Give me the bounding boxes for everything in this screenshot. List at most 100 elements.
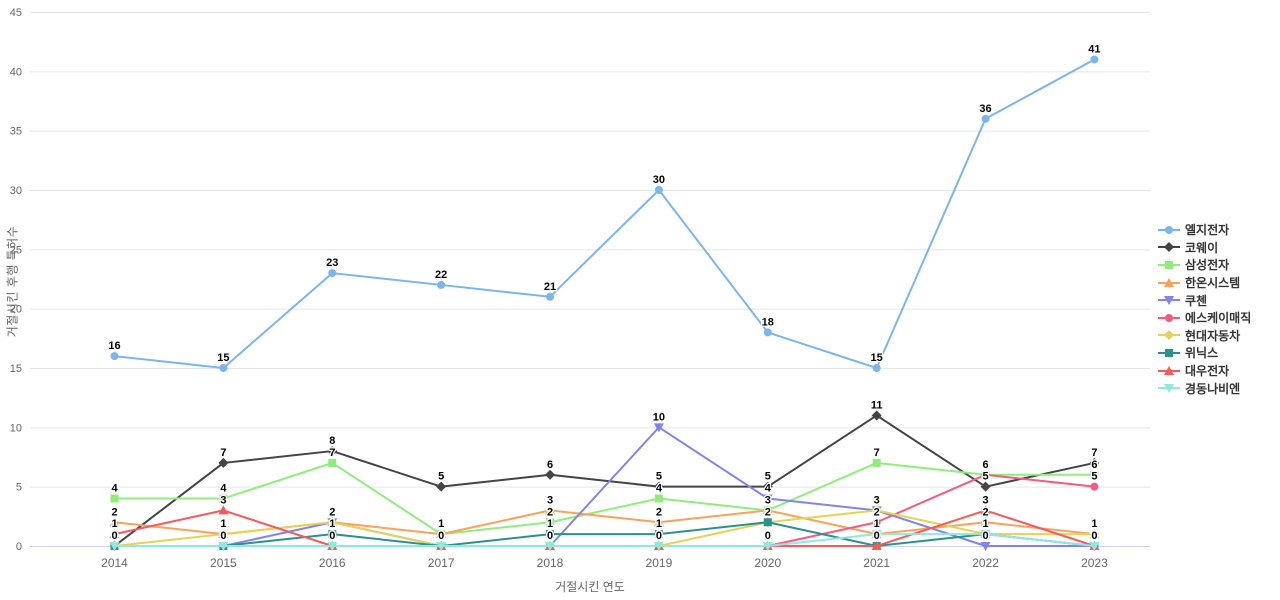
data-point-label: 2 bbox=[982, 506, 988, 518]
x-tick-label: 2014 bbox=[101, 556, 128, 570]
x-tick-labels: 2014 2015 2016 2017 2018 2019 2020 2021 2022 2023 bbox=[101, 556, 1108, 570]
data-point-label: 1 bbox=[1091, 518, 1097, 530]
data-point-label: 0 bbox=[656, 530, 662, 542]
data-point-label: 8 bbox=[329, 435, 335, 447]
data-point-label: 2 bbox=[874, 506, 880, 518]
data-point-label: 0 bbox=[438, 530, 444, 542]
legend-label: 대우전자 bbox=[1185, 364, 1230, 379]
data-point-marker bbox=[762, 481, 773, 492]
legend-item-위닉스[interactable]: 위닉스 bbox=[1158, 344, 1251, 362]
data-point-marker bbox=[109, 529, 120, 539]
data-point-marker bbox=[763, 518, 772, 527]
data-point-label: 3 bbox=[874, 494, 880, 506]
data-point-marker bbox=[1089, 542, 1100, 551]
data-point-label: 23 bbox=[326, 257, 338, 269]
legend-marker-icon bbox=[1158, 225, 1180, 234]
x-tick-label: 2022 bbox=[972, 556, 999, 570]
data-point-label: 0 bbox=[329, 530, 335, 542]
series-코웨이 bbox=[109, 410, 1100, 551]
data-point-marker bbox=[653, 542, 664, 551]
data-point-label: 0 bbox=[765, 530, 771, 542]
x-tick-label: 2018 bbox=[537, 556, 564, 570]
data-point-marker bbox=[1090, 482, 1099, 491]
data-point-label: 0 bbox=[329, 530, 335, 542]
data-point-label: 4 bbox=[111, 483, 118, 495]
data-point-label: 2 bbox=[765, 506, 771, 518]
data-point-marker bbox=[436, 529, 447, 539]
data-point-label: 4 bbox=[220, 483, 227, 495]
legend-marker-icon bbox=[1158, 260, 1180, 269]
legend-item-엘지전자[interactable]: 엘지전자 bbox=[1158, 221, 1251, 239]
data-point-label: 6 bbox=[547, 459, 553, 471]
data-point-marker bbox=[980, 542, 991, 551]
data-point-label: 0 bbox=[982, 530, 988, 542]
legend-item-에스케이매직[interactable]: 에스케이매직 bbox=[1158, 309, 1251, 327]
data-point-marker bbox=[437, 280, 446, 289]
data-point-label: 0 bbox=[547, 530, 553, 542]
data-point-label: 10 bbox=[653, 411, 665, 423]
series-대우전자 bbox=[109, 505, 1100, 550]
data-point-label: 0 bbox=[656, 530, 662, 542]
data-point-marker bbox=[1090, 470, 1099, 479]
data-point-marker bbox=[1164, 365, 1174, 375]
y-tick-label: 40 bbox=[10, 66, 22, 78]
legend-item-한온시스템[interactable]: 한온시스템 bbox=[1158, 274, 1251, 292]
y-tick-label: 35 bbox=[10, 126, 22, 138]
data-point-marker bbox=[1089, 457, 1100, 468]
y-tick-label: 15 bbox=[10, 363, 22, 375]
legend-item-대우전자[interactable]: 대우전자 bbox=[1158, 362, 1251, 380]
data-point-marker bbox=[327, 517, 338, 528]
y-tick-label: 45 bbox=[10, 7, 22, 19]
data-point-label: 5 bbox=[1091, 471, 1097, 483]
data-point-label: 11 bbox=[871, 399, 883, 411]
data-point-marker bbox=[872, 518, 881, 527]
data-point-label: 2 bbox=[111, 506, 117, 518]
data-point-label: 0 bbox=[111, 530, 117, 542]
legend-marker-icon bbox=[1158, 384, 1180, 394]
x-tick-label: 2023 bbox=[1081, 556, 1108, 570]
data-point-label: 0 bbox=[220, 530, 226, 542]
legend-label: 에스케이매직 bbox=[1185, 311, 1252, 326]
legend-item-삼성전자[interactable]: 삼성전자 bbox=[1158, 256, 1251, 274]
data-point-label: 0 bbox=[111, 530, 117, 542]
data-point-marker bbox=[654, 530, 663, 539]
data-point-label: 2 bbox=[765, 506, 771, 518]
data-point-label: 5 bbox=[656, 471, 662, 483]
y-axis-title: 거절시킨 후행 특허수 bbox=[5, 225, 20, 338]
data-point-label: 36 bbox=[979, 103, 991, 115]
data-point-marker bbox=[1164, 384, 1174, 394]
legend-item-코웨이[interactable]: 코웨이 bbox=[1158, 239, 1251, 257]
legend-marker-icon bbox=[1158, 348, 1180, 357]
data-point-marker bbox=[110, 352, 119, 361]
data-point-marker bbox=[980, 505, 991, 515]
data-point-marker bbox=[980, 530, 991, 540]
legend-marker-icon bbox=[1158, 296, 1180, 306]
data-point-label: 1 bbox=[438, 518, 444, 530]
data-point-marker bbox=[546, 530, 555, 539]
data-point-marker bbox=[328, 458, 337, 467]
data-point-label: 1 bbox=[982, 518, 988, 530]
data-point-label: 7 bbox=[220, 447, 226, 459]
data-point-label: 1 bbox=[874, 518, 880, 530]
data-point-label: 3 bbox=[874, 494, 880, 506]
legend-item-경동나비엔[interactable]: 경동나비엔 bbox=[1158, 379, 1251, 397]
legend-item-현대자동차[interactable]: 현대자동차 bbox=[1158, 327, 1251, 345]
data-point-marker bbox=[980, 517, 991, 527]
legend-label: 엘지전자 bbox=[1185, 223, 1230, 238]
series-현대자동차 bbox=[109, 505, 1100, 551]
y-tick-label: 5 bbox=[16, 482, 22, 494]
data-point-label: 1 bbox=[656, 518, 662, 530]
data-point-label: 2 bbox=[329, 506, 335, 518]
legend-marker-icon bbox=[1158, 242, 1180, 253]
data-point-label: 0 bbox=[1091, 530, 1097, 542]
legend-label: 쿠첸 bbox=[1185, 293, 1208, 308]
data-point-label: 0 bbox=[765, 530, 771, 542]
data-point-marker bbox=[218, 505, 229, 515]
data-point-marker bbox=[328, 530, 337, 539]
legend-item-쿠첸[interactable]: 쿠첸 bbox=[1158, 291, 1251, 309]
data-point-label: 0 bbox=[111, 530, 117, 542]
data-point-marker bbox=[546, 518, 555, 527]
data-point-label: 1 bbox=[982, 518, 988, 530]
x-tick-label: 2021 bbox=[863, 556, 890, 570]
